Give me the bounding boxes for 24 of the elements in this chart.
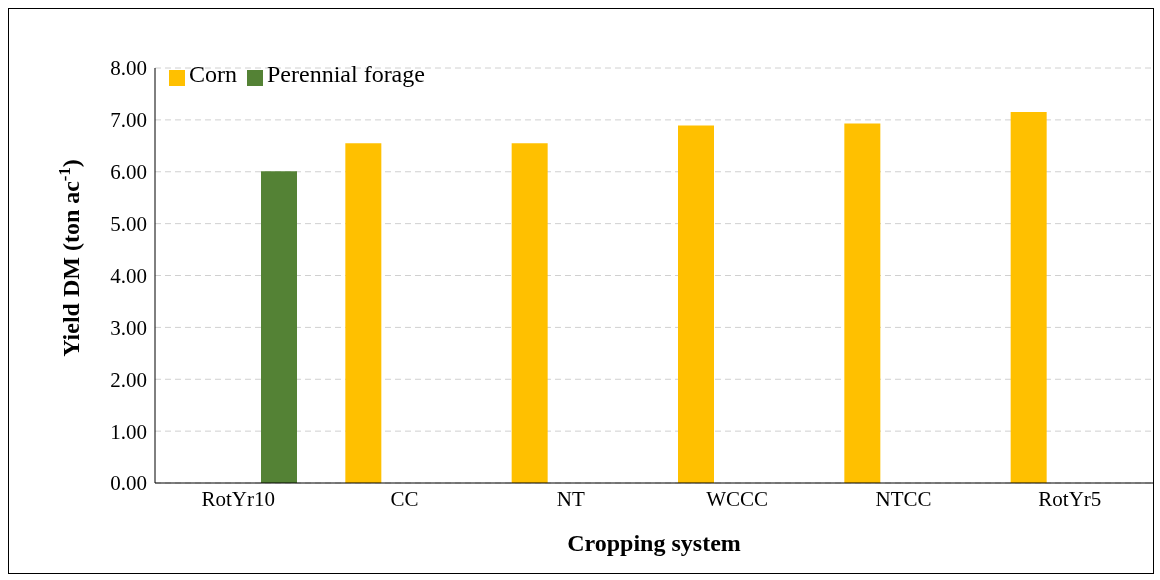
y-tick-label: 0.00 (110, 471, 147, 496)
y-tick-label: 3.00 (110, 315, 147, 340)
bar (678, 125, 714, 483)
x-axis-title: Cropping system (567, 530, 741, 556)
y-tick-label: 7.00 (110, 108, 147, 133)
bar (1010, 112, 1047, 483)
x-tick-label: NT (556, 486, 585, 511)
x-tick-label: WCCC (706, 486, 769, 511)
y-tick-label: 4.00 (110, 263, 147, 288)
y-tick-label: 2.00 (110, 367, 147, 392)
y-tick-label: 5.00 (110, 212, 147, 237)
bar (844, 123, 881, 483)
bar (261, 171, 297, 483)
x-tick-label: RotYr10 (201, 486, 275, 511)
legend-label: Corn (189, 61, 237, 87)
x-tick-label: CC (390, 486, 419, 511)
y-tick-label: 6.00 (110, 160, 147, 185)
bar (345, 143, 382, 483)
bar (511, 143, 548, 483)
x-tick-label: RotYr5 (1038, 486, 1102, 511)
x-tick-label: NTCC (875, 486, 932, 511)
y-tick-label: 1.00 (110, 419, 147, 444)
y-tick-label: 8.00 (110, 56, 147, 81)
legend-label: Perennial forage (267, 61, 425, 87)
